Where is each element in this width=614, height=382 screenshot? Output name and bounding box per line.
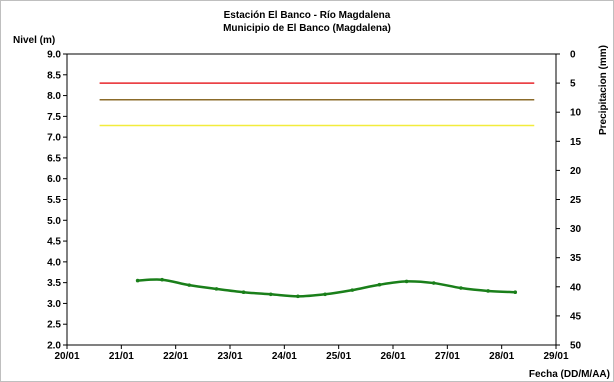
y2-tick-label: 0 [570, 50, 576, 61]
x-tick-label: 23/01 [217, 351, 242, 362]
y-axis: 2.0 2.5 3.0 3.5 4.0 4.5 5.0 5.5 6.0 6.5 7.0 7.5 8.0 8… [47, 50, 67, 352]
y-tick-label: 3.0 [47, 299, 61, 310]
series-point [459, 286, 463, 290]
series-point [350, 288, 355, 292]
x-tick-label: 24/01 [272, 351, 297, 362]
threshold-lines [99, 82, 535, 127]
series-point [268, 292, 273, 297]
y-tick-label: 4.0 [47, 257, 61, 268]
y-tick-label: 8.0 [47, 91, 61, 102]
y2-tick-label: 50 [570, 341, 582, 352]
x-tick-label: 28/01 [489, 351, 514, 362]
y-axis-title: Nivel (m) [13, 35, 55, 46]
y-tick-label: 7.5 [47, 112, 61, 123]
chart-title: Estación El Banco - Río Magdalena [224, 10, 391, 21]
series-group [135, 277, 518, 299]
y-tick-label: 5.0 [47, 216, 61, 227]
x-tick-label: 26/01 [380, 351, 405, 362]
x-tick-label: 22/01 [163, 351, 188, 362]
series-point [486, 289, 490, 293]
series-point [323, 292, 327, 297]
y2-tick-label: 15 [570, 137, 582, 148]
y-tick-label: 8.5 [47, 70, 61, 81]
series-point [187, 283, 192, 287]
x-axis-title: Fecha (DD/M/AA) [529, 369, 610, 380]
x-tick-label: 29/01 [543, 351, 568, 362]
y2-tick-label: 25 [570, 195, 582, 206]
series-point [404, 279, 409, 284]
plot-area [66, 53, 557, 346]
series-point [296, 294, 300, 299]
y-tick-label: 2.5 [47, 320, 61, 331]
y-tick-label: 7.0 [47, 133, 61, 144]
series-point [377, 282, 382, 287]
series-point [513, 290, 518, 295]
y-tick-label: 6.5 [47, 153, 61, 164]
y-tick-label: 9.0 [47, 50, 61, 61]
y-tick-label: 4.5 [47, 237, 61, 248]
series-point [135, 278, 140, 283]
y-tick-label: 3.5 [47, 278, 61, 289]
series-point [431, 281, 436, 285]
y2-tick-label: 35 [570, 253, 582, 264]
y2-tick-label: 40 [570, 282, 582, 293]
y-tick-label: 2.0 [47, 341, 61, 352]
y2-tick-label: 5 [570, 79, 576, 90]
series-point [214, 287, 219, 291]
x-tick-label: 25/01 [326, 351, 351, 362]
x-tick-label: 21/01 [109, 351, 134, 362]
y2-tick-label: 30 [570, 224, 582, 235]
chart-subtitle: Municipio de El Banco (Magdalena) [223, 23, 391, 34]
y2-tick-label: 45 [570, 311, 582, 322]
x-tick-label: 20/01 [54, 351, 79, 362]
x-tick-label: 27/01 [435, 351, 460, 362]
y2-axis: 0 5 10 15 20 25 30 35 40 45 50 [556, 50, 582, 352]
series-point [160, 277, 164, 282]
y2-tick-label: 10 [570, 108, 582, 119]
y2-axis-title: Precipitacion (mm) [598, 45, 609, 135]
y-tick-label: 6.0 [47, 174, 61, 185]
series-point [241, 290, 246, 295]
y2-tick-label: 20 [570, 166, 582, 177]
x-axis: 20/01 21/01 22/01 23/01 24/01 25/01 26/01 27/01… [54, 345, 569, 362]
y-tick-label: 5.5 [47, 195, 61, 206]
